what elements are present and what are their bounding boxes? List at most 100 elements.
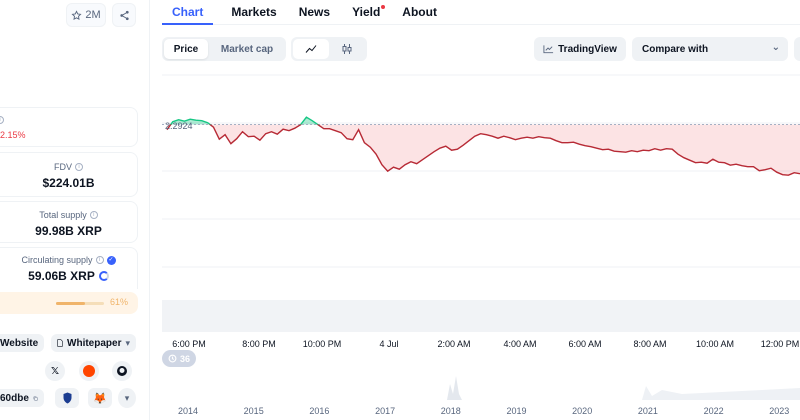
chevron-down-icon: ▾ <box>125 337 130 348</box>
info-icon[interactable]: i <box>95 256 104 264</box>
tradingview-chart-icon <box>543 45 554 54</box>
reddit-link[interactable] <box>79 361 99 381</box>
time-tick-label: 8:00 PM <box>242 339 276 349</box>
time-tick-label: 4 Jul <box>379 339 398 349</box>
price-change-value: 2.15% <box>0 130 26 140</box>
supply-progress-row: 61% <box>0 292 138 314</box>
tab-news[interactable]: News <box>298 5 331 19</box>
tab-yield-label: Yield <box>352 5 381 19</box>
more-wallets-button[interactable]: ▾ <box>118 388 136 408</box>
website-link[interactable]: Website <box>0 334 44 352</box>
reference-price-label: 2.2924 <box>165 121 193 131</box>
candlestick-chart-button[interactable] <box>329 39 365 59</box>
chevron-down-icon: ⌄ <box>771 42 780 53</box>
price-line-down <box>166 124 800 176</box>
share-button[interactable] <box>112 3 136 27</box>
circulating-supply-label: Circulating supply <box>21 255 93 265</box>
supply-progress-track <box>56 302 104 305</box>
star-icon <box>71 9 82 20</box>
whitepaper-label: Whitepaper <box>67 337 122 349</box>
chevron-down-icon: ▾ <box>124 392 130 403</box>
supply-ring-icon <box>98 271 109 281</box>
price-area-down <box>167 124 800 176</box>
year-tick-label: 2018 <box>441 406 461 416</box>
year-tick-label: 2022 <box>704 406 724 416</box>
navigator-spike <box>447 376 462 400</box>
chart-toolbar: Price Market cap TradingView Compare wit… <box>162 37 800 61</box>
watchlist-count: 2M <box>85 9 101 21</box>
metamask-fox-icon: 🦊 <box>93 392 107 405</box>
metamask-button[interactable]: 🦊 <box>88 388 112 408</box>
github-icon <box>117 366 127 376</box>
shield-button[interactable] <box>55 388 79 408</box>
market-cap-toggle-button[interactable]: Market cap <box>220 43 274 55</box>
contract-address: 60dbe <box>0 392 29 404</box>
events-badge[interactable]: 36 <box>162 350 196 367</box>
document-icon <box>57 339 63 347</box>
fdv-box: FDV i $224.01B <box>0 152 138 197</box>
year-tick-label: 2023 <box>769 406 789 416</box>
line-chart-button[interactable] <box>293 39 329 59</box>
time-tick-label: 10:00 AM <box>696 339 734 349</box>
watchlist-button[interactable]: 2M <box>66 3 106 27</box>
chart-panel: Chart Markets News Yield About Price Mar… <box>162 0 800 420</box>
time-tick-label: 10:00 PM <box>303 339 342 349</box>
info-icon: i <box>0 116 4 124</box>
shield-icon <box>63 392 71 404</box>
year-tick-label: 2014 <box>178 406 198 416</box>
tradingview-label: TradingView <box>558 43 617 55</box>
time-axis: 6:00 PM 8:00 PM 10:00 PM 4 Jul 2:00 AM 4:00 A… <box>172 339 799 349</box>
x-social-link[interactable]: 𝕏 <box>45 361 65 381</box>
time-tick-label: 4:00 AM <box>503 339 536 349</box>
price-chart[interactable]: 2.2924 6:00 PM 8:00 PM 10:00 PM 4 Jul 2:00 A… <box>162 64 800 420</box>
tradingview-button[interactable]: TradingView <box>534 37 626 61</box>
price-toggle-button[interactable]: Price <box>164 39 208 59</box>
time-tick-label: 2:00 AM <box>437 339 470 349</box>
fdv-label: FDV <box>54 162 72 172</box>
website-label: Website <box>0 337 39 349</box>
compare-with-select[interactable]: Compare with ⌄ <box>632 37 788 61</box>
info-icon[interactable]: i <box>75 163 83 171</box>
x-icon: 𝕏 <box>50 365 60 377</box>
compare-with-label: Compare with <box>642 43 709 55</box>
tab-yield[interactable]: Yield <box>352 0 386 25</box>
year-tick-label: 2017 <box>375 406 395 416</box>
reddit-icon <box>83 365 95 377</box>
tab-chart[interactable]: Chart <box>162 0 214 25</box>
total-supply-value: 99.98B XRP <box>35 224 102 238</box>
line-chart-icon <box>305 45 317 53</box>
time-tick-label: 12:00 PM <box>761 339 800 349</box>
year-tick-label: 2020 <box>572 406 592 416</box>
info-icon[interactable]: i <box>89 211 98 219</box>
tab-markets[interactable]: Markets <box>231 5 277 19</box>
volume-area <box>162 300 800 332</box>
time-tick-label: 8:00 AM <box>633 339 666 349</box>
year-tick-label: 2015 <box>244 406 264 416</box>
verified-icon: ✓ <box>106 255 116 265</box>
year-tick-label: 2021 <box>638 406 658 416</box>
chart-type-toggle <box>291 37 367 61</box>
events-count: 36 <box>179 353 190 364</box>
whitepaper-link[interactable]: Whitepaper ▾ <box>51 334 136 352</box>
section-tabs: Chart Markets News Yield About <box>162 0 800 25</box>
supply-progress-fill <box>56 302 86 305</box>
supply-percent: 61% <box>110 297 129 307</box>
tab-about[interactable]: About <box>402 5 437 19</box>
year-tick-label: 2016 <box>309 406 329 416</box>
time-tick-label: 6:00 AM <box>568 339 601 349</box>
contract-address-chip[interactable]: 60dbe <box>0 389 44 407</box>
chart-gridlines <box>162 74 800 268</box>
more-options-button[interactable] <box>794 37 800 61</box>
year-axis: 2014 2015 2016 2017 2018 2019 2020 2021 2022 2023 <box>178 406 789 416</box>
candlestick-icon <box>342 44 352 54</box>
copy-icon[interactable] <box>33 394 38 403</box>
circulating-supply-value: 59.06B XRP <box>28 269 95 283</box>
year-tick-label: 2019 <box>506 406 526 416</box>
price-change-box: i 2.15% <box>0 107 138 147</box>
range-navigator[interactable] <box>162 360 800 400</box>
navigator-area <box>642 386 800 400</box>
clock-icon <box>168 354 177 363</box>
total-supply-label: Total supply <box>39 210 87 220</box>
github-link[interactable] <box>112 361 132 381</box>
